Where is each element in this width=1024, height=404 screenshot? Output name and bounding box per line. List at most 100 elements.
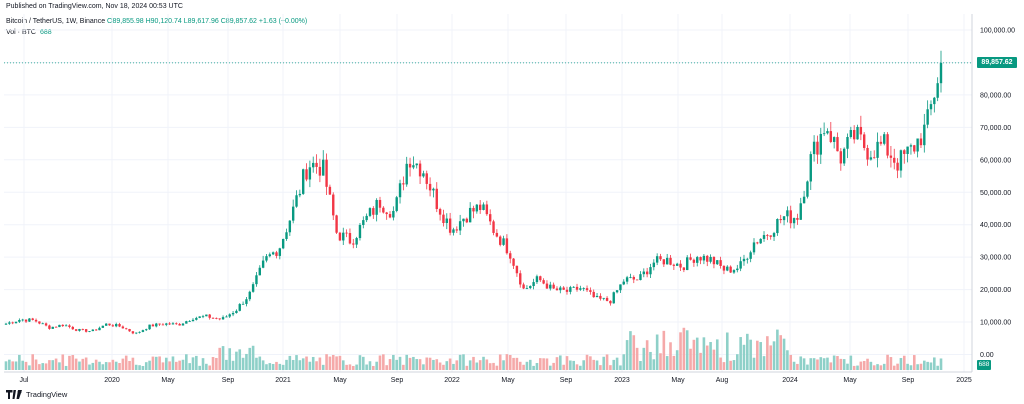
candle-body: [719, 260, 722, 266]
candle-body: [939, 62, 943, 84]
volume-bar: [789, 354, 793, 370]
volume-bar: [665, 356, 669, 370]
volume-bar: [779, 335, 783, 370]
candle-body: [248, 291, 251, 300]
volume-bar: [398, 356, 402, 370]
volume-bar: [819, 357, 823, 370]
candle-body: [635, 279, 639, 281]
candle-body: [74, 329, 78, 331]
y-tick-label: 10,000.00: [980, 320, 1011, 327]
volume-bar: [14, 361, 18, 370]
volume-bar: [692, 339, 696, 370]
volume-bar: [659, 353, 662, 370]
candle-body: [622, 281, 625, 285]
candle-body: [141, 330, 145, 332]
volume-bar: [882, 363, 886, 370]
x-tick-label: Aug: [716, 377, 729, 384]
volume-bar: [84, 357, 88, 370]
volume-bar: [488, 363, 492, 370]
candle-body: [812, 141, 816, 155]
volume-bar: [341, 360, 345, 370]
candle-body: [485, 204, 489, 215]
volume-bar: [525, 361, 529, 370]
volume-bar: [575, 364, 579, 370]
candle-body: [772, 233, 776, 237]
volume-bar: [195, 355, 198, 370]
volume-bar: [682, 327, 686, 370]
candle-body: [502, 238, 505, 245]
candle-body: [201, 316, 205, 318]
candle-body: [746, 258, 749, 260]
volume-bar: [802, 358, 806, 370]
x-tick-label: 2020: [104, 377, 120, 384]
candle-body: [923, 124, 926, 146]
volume-value: 688: [39, 29, 52, 36]
volume-label: Vol · BTC: [6, 29, 36, 36]
volume-bar: [712, 349, 716, 370]
volume-bar: [862, 360, 866, 370]
candle-body: [322, 159, 325, 176]
ohlc-high: H90,120.74: [145, 18, 182, 25]
volume-bar: [141, 365, 145, 370]
candle-body: [14, 321, 18, 324]
volume-bar: [355, 364, 358, 370]
candle-body: [84, 329, 88, 332]
volume-bar: [44, 363, 48, 370]
candle-body: [639, 274, 642, 281]
volume-bar: [134, 364, 138, 370]
candle-body: [31, 318, 34, 320]
volume-bar: [889, 357, 893, 370]
candle-body: [188, 321, 191, 322]
candle-body: [652, 262, 656, 268]
ohlc-open: O89,855.98: [107, 18, 144, 25]
volume-bar: [532, 365, 535, 370]
volume-bar: [415, 359, 419, 370]
candle-body: [893, 157, 896, 163]
volume-bar: [866, 358, 869, 370]
volume-bar: [94, 359, 98, 370]
volume-bar: [255, 357, 258, 370]
candle-body: [221, 317, 225, 320]
candle-body: [846, 137, 849, 149]
volume-bar: [181, 359, 185, 370]
ohlc-low: L89,617.96: [183, 18, 219, 25]
volume-bar: [205, 363, 208, 370]
volume-bar: [198, 365, 201, 370]
candle-body: [375, 199, 378, 215]
volume-bar: [412, 356, 415, 370]
volume-bar: [151, 356, 155, 370]
candle-body: [64, 325, 68, 327]
candle-body: [298, 193, 302, 196]
candle-body: [936, 83, 939, 98]
volume-bar: [522, 364, 525, 370]
volume-bar: [782, 338, 786, 370]
volume-bar: [308, 361, 312, 370]
volume-bar: [809, 358, 813, 370]
volume-bar: [929, 362, 933, 370]
candle-body: [128, 328, 131, 332]
volume-bar: [154, 356, 158, 370]
volume-bar: [742, 344, 746, 370]
candle-body: [659, 256, 662, 260]
volume-bar: [579, 365, 582, 370]
candle-body: [562, 287, 565, 290]
volume-bar: [722, 362, 726, 370]
volume-bar: [679, 332, 682, 370]
volume-bar: [899, 358, 903, 370]
volume-bar: [629, 331, 632, 370]
candle-body: [191, 319, 195, 322]
volume-bar: [41, 363, 45, 370]
candle-body: [629, 277, 632, 278]
volume-bar: [428, 357, 432, 370]
volume-bar: [829, 362, 833, 370]
last-price-tag: 89,857.62: [977, 57, 1017, 68]
volume-bar: [772, 341, 776, 370]
volume-bar: [512, 357, 515, 370]
candle-body: [21, 319, 24, 321]
volume-bar: [34, 359, 38, 370]
candle-body: [472, 207, 475, 212]
candle-body: [175, 323, 178, 325]
volume-bar: [625, 340, 629, 370]
candle-body: [836, 137, 839, 152]
